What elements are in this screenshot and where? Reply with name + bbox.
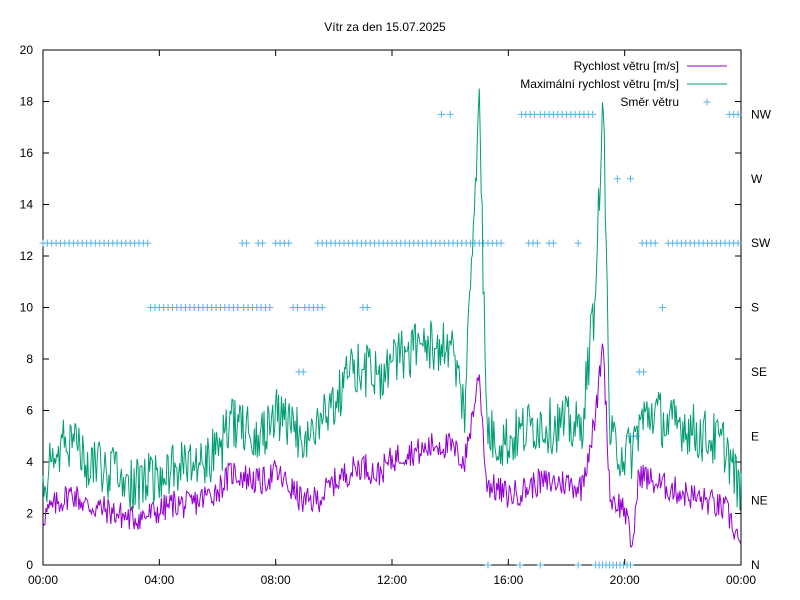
legend-swatch-point: [703, 98, 711, 106]
y-right-tick-label: N: [751, 558, 760, 572]
wind-direction-series: [39, 110, 742, 569]
x-tick-label: 00:00: [726, 573, 756, 587]
y-left-tick-label: 2: [26, 507, 33, 521]
direction-point: [299, 368, 307, 376]
x-tick-label: 20:00: [610, 573, 640, 587]
y-axis-right: N NE E SE S SW W NW: [751, 107, 772, 572]
legend: Rychlost větru [m/s] Maximální rychlost v…: [520, 59, 727, 109]
direction-point: [318, 304, 326, 311]
x-tick-label: 16:00: [493, 573, 523, 587]
direction-point: [626, 175, 634, 183]
y-right-tick-label: SW: [751, 236, 771, 250]
direction-point: [589, 110, 597, 118]
y-axis-left: 0 2 4 6 8 10 12 14 16 18 20: [20, 43, 741, 572]
direction-point: [437, 110, 445, 118]
direction-point: [533, 239, 541, 247]
direction-point: [549, 239, 557, 247]
y-left-tick-label: 12: [20, 249, 34, 263]
direction-point: [536, 561, 544, 569]
speed-series: [42, 88, 742, 548]
series-line: [42, 88, 742, 511]
direction-point: [613, 175, 621, 183]
direction-point: [626, 561, 634, 569]
y-left-tick-label: 0: [26, 558, 33, 572]
direction-point: [574, 561, 582, 569]
direction-point: [446, 110, 454, 118]
legend-label: Maximální rychlost větru [m/s]: [520, 77, 679, 91]
y-right-tick-label: W: [751, 172, 763, 186]
direction-point: [144, 239, 152, 247]
y-right-tick-label: S: [751, 301, 759, 315]
x-tick-label: 04:00: [144, 573, 174, 587]
y-left-tick-label: 18: [20, 95, 34, 109]
x-tick-label: 08:00: [261, 573, 291, 587]
series-line: [42, 343, 742, 548]
chart-title: Vítr za den 15.07.2025: [324, 20, 446, 34]
direction-point: [734, 239, 742, 247]
direction-point: [484, 561, 492, 569]
direction-point: [640, 368, 648, 376]
x-tick-label: 12:00: [377, 573, 407, 587]
direction-point: [516, 561, 524, 569]
direction-point: [734, 110, 742, 118]
x-tick-label: 00:00: [28, 573, 58, 587]
direction-point: [243, 239, 251, 247]
x-axis: 00:00 04:00 08:00 12:00 16:00 20:00 00:00: [28, 50, 756, 587]
y-left-tick-label: 6: [26, 404, 33, 418]
direction-point: [363, 304, 371, 311]
y-left-tick-label: 4: [26, 455, 33, 469]
legend-label: Směr větru: [620, 95, 679, 109]
y-left-tick-label: 20: [20, 43, 34, 57]
direction-point: [293, 304, 301, 311]
legend-label: Rychlost větru [m/s]: [574, 59, 679, 73]
direction-point: [266, 304, 274, 311]
y-right-tick-label: NW: [751, 107, 772, 121]
y-left-tick-label: 14: [20, 198, 34, 212]
y-left-tick-label: 8: [26, 352, 33, 366]
direction-point: [497, 239, 505, 247]
direction-point: [259, 239, 267, 247]
y-left-tick-label: 16: [20, 146, 34, 160]
y-left-tick-label: 10: [20, 301, 34, 315]
y-right-tick-label: SE: [751, 365, 767, 379]
direction-point: [658, 304, 666, 311]
direction-point: [574, 239, 582, 247]
y-right-tick-label: E: [751, 429, 759, 443]
direction-point: [651, 239, 659, 247]
y-right-tick-label: NE: [751, 494, 768, 508]
direction-point: [285, 239, 293, 247]
